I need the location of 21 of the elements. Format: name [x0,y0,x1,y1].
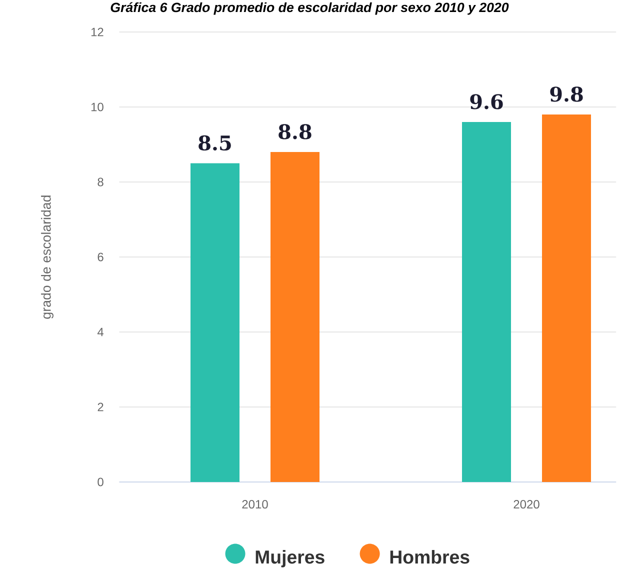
y-tick-label: 10 [91,102,104,112]
y-tick-label: 4 [97,328,104,336]
data-label: 9.8 [550,86,583,102]
y-tick-label: 12 [91,28,104,36]
x-tick-label: 2020 [514,500,540,509]
data-label: 9.6 [470,94,503,110]
x-tick-label: 2010 [242,500,268,509]
bar [462,122,511,482]
legend-label: Hombres [390,550,470,564]
data-label: 8.8 [278,124,312,140]
y-tick-label: 0 [98,478,104,486]
y-tick-label: 8 [98,178,104,186]
y-tick-label: 6 [98,252,104,262]
y-tick-label: 2 [98,402,104,412]
chart-title: Gráfica 6 Grado promedio de escolaridad por sexo 2010 y 2020 [110,2,509,15]
bar [190,163,240,482]
bar [270,152,320,482]
legend-label: Mujeres [256,550,324,568]
bar [542,114,591,482]
y-axis-title: grado de escolaridad [41,196,54,319]
data-label: 8.5 [198,135,231,151]
